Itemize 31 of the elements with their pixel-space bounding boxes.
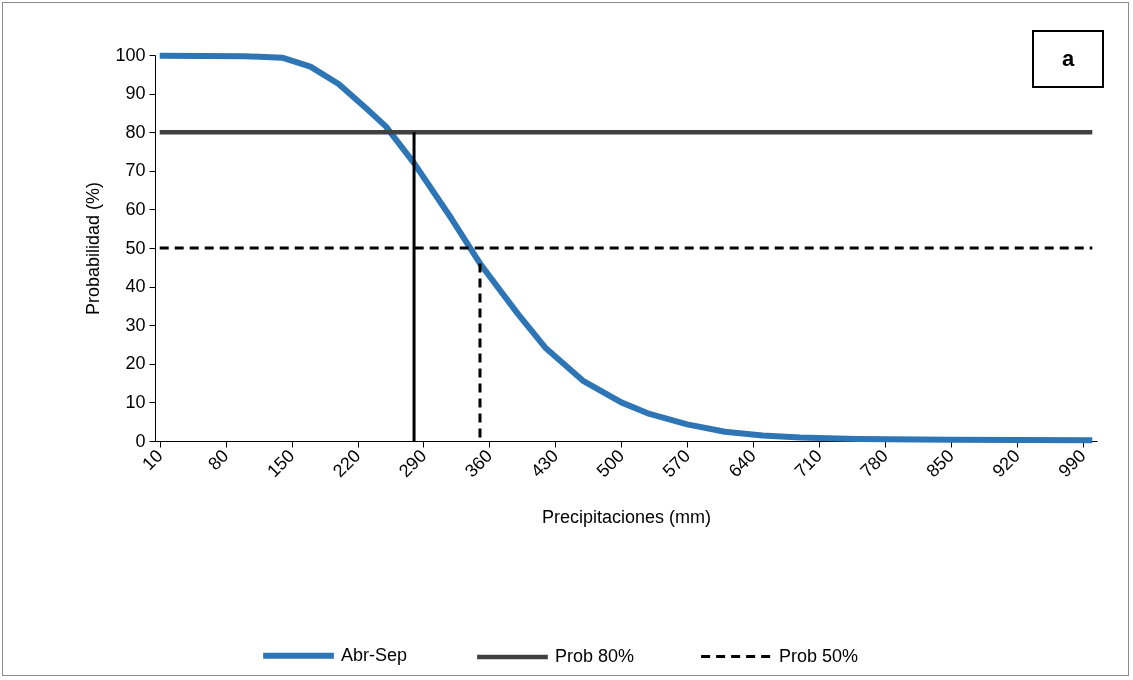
annotation: a — [1032, 30, 1104, 88]
y-axis-title: Probabilidad (%) — [83, 181, 104, 316]
x-tick-label: 920 — [988, 445, 1024, 482]
y-tick-label: 0 — [135, 430, 146, 451]
y-tick-label: 60 — [125, 198, 146, 219]
legend-label: Prob 80% — [555, 646, 635, 666]
y-tick-label: 50 — [125, 237, 146, 258]
x-tick-label: 990 — [1054, 445, 1090, 482]
x-tick-label: 150 — [263, 445, 299, 482]
y-tick-label: 90 — [125, 83, 146, 104]
y-tick-label: 30 — [125, 314, 146, 335]
y-tick-label: 80 — [125, 121, 146, 142]
x-tick-label: 430 — [526, 445, 563, 482]
x-tick-label: 80 — [204, 445, 233, 475]
y-tick-label: 70 — [125, 160, 146, 181]
x-tick-label: 640 — [724, 445, 761, 482]
x-tick-label: 710 — [790, 445, 826, 482]
y-tick-label: 10 — [125, 391, 146, 412]
x-axis-title: Precipitaciones (mm) — [541, 507, 712, 528]
x-tick-label: 290 — [394, 445, 431, 482]
x-tick-label: 500 — [592, 445, 629, 482]
y-tick-label: 40 — [125, 276, 146, 297]
x-tick-label: 780 — [856, 445, 892, 482]
legend-label: Prob 50% — [779, 645, 859, 666]
x-tick-label: 570 — [658, 445, 695, 482]
y-tick-label: 100 — [115, 44, 146, 65]
x-tick-label: 850 — [922, 445, 958, 482]
x-tick-label: 360 — [460, 445, 497, 482]
legend-label: Abr-Sep — [341, 644, 408, 665]
y-tick-label: 20 — [125, 353, 146, 374]
x-tick-label: 220 — [329, 445, 365, 482]
